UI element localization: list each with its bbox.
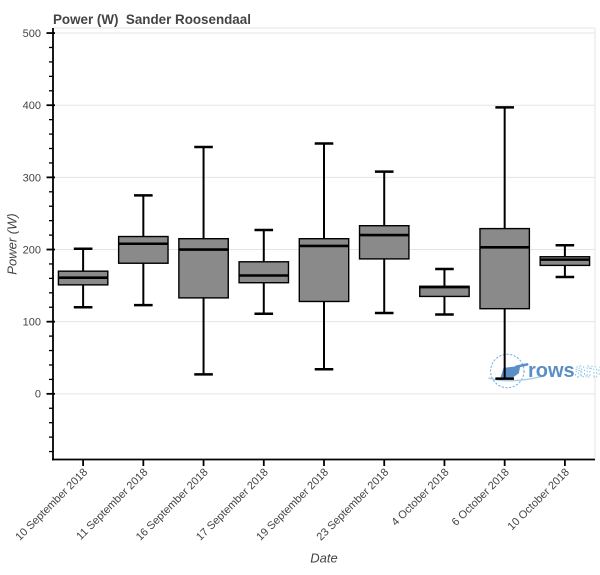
axis-layer — [46, 28, 595, 466]
box-iqr — [479, 227, 531, 310]
box-iqr — [178, 237, 229, 299]
boxplot-4 — [238, 228, 290, 315]
x-tick-label: 6 October 2018 — [450, 466, 512, 528]
boxplot-7 — [419, 267, 470, 316]
y-tick-label: 0 — [35, 389, 41, 401]
box-iqr — [539, 256, 591, 267]
boxplot-8 — [479, 106, 531, 380]
boxplot-9 — [539, 243, 591, 279]
watermark-text: rowsandall — [528, 360, 600, 382]
y-tick-label: 300 — [23, 172, 41, 184]
chart-title: Power (W) Sander Roosendaal — [53, 12, 251, 27]
boxplot-6 — [358, 170, 410, 315]
watermark-text-solid: rows — [528, 360, 575, 382]
boxplot-2 — [117, 194, 169, 307]
y-tick-label: 200 — [23, 244, 41, 256]
y-tick-label: 500 — [23, 28, 41, 40]
boxplot-1 — [57, 247, 109, 309]
x-axis-label: Date — [310, 551, 337, 566]
watermark-swoosh-icon — [488, 375, 544, 382]
box-iqr — [117, 235, 169, 264]
x-tick-label: 4 October 2018 — [389, 466, 451, 528]
watermark-blade-neck-icon — [515, 363, 529, 368]
box-iqr — [238, 261, 290, 284]
x-tick-label: 10 October 2018 — [506, 466, 572, 532]
y-axis-label: Power (W) — [5, 213, 20, 274]
watermark-circle-icon — [490, 353, 525, 389]
boxplot-3 — [178, 145, 229, 376]
box-layer — [57, 106, 591, 380]
box-iqr — [298, 237, 350, 303]
y-tick-label: 400 — [23, 100, 41, 112]
boxplot-5 — [298, 142, 350, 371]
box-iqr — [358, 225, 410, 260]
watermark-text-outline: andall — [575, 360, 600, 382]
y-tick-label: 100 — [23, 317, 41, 329]
